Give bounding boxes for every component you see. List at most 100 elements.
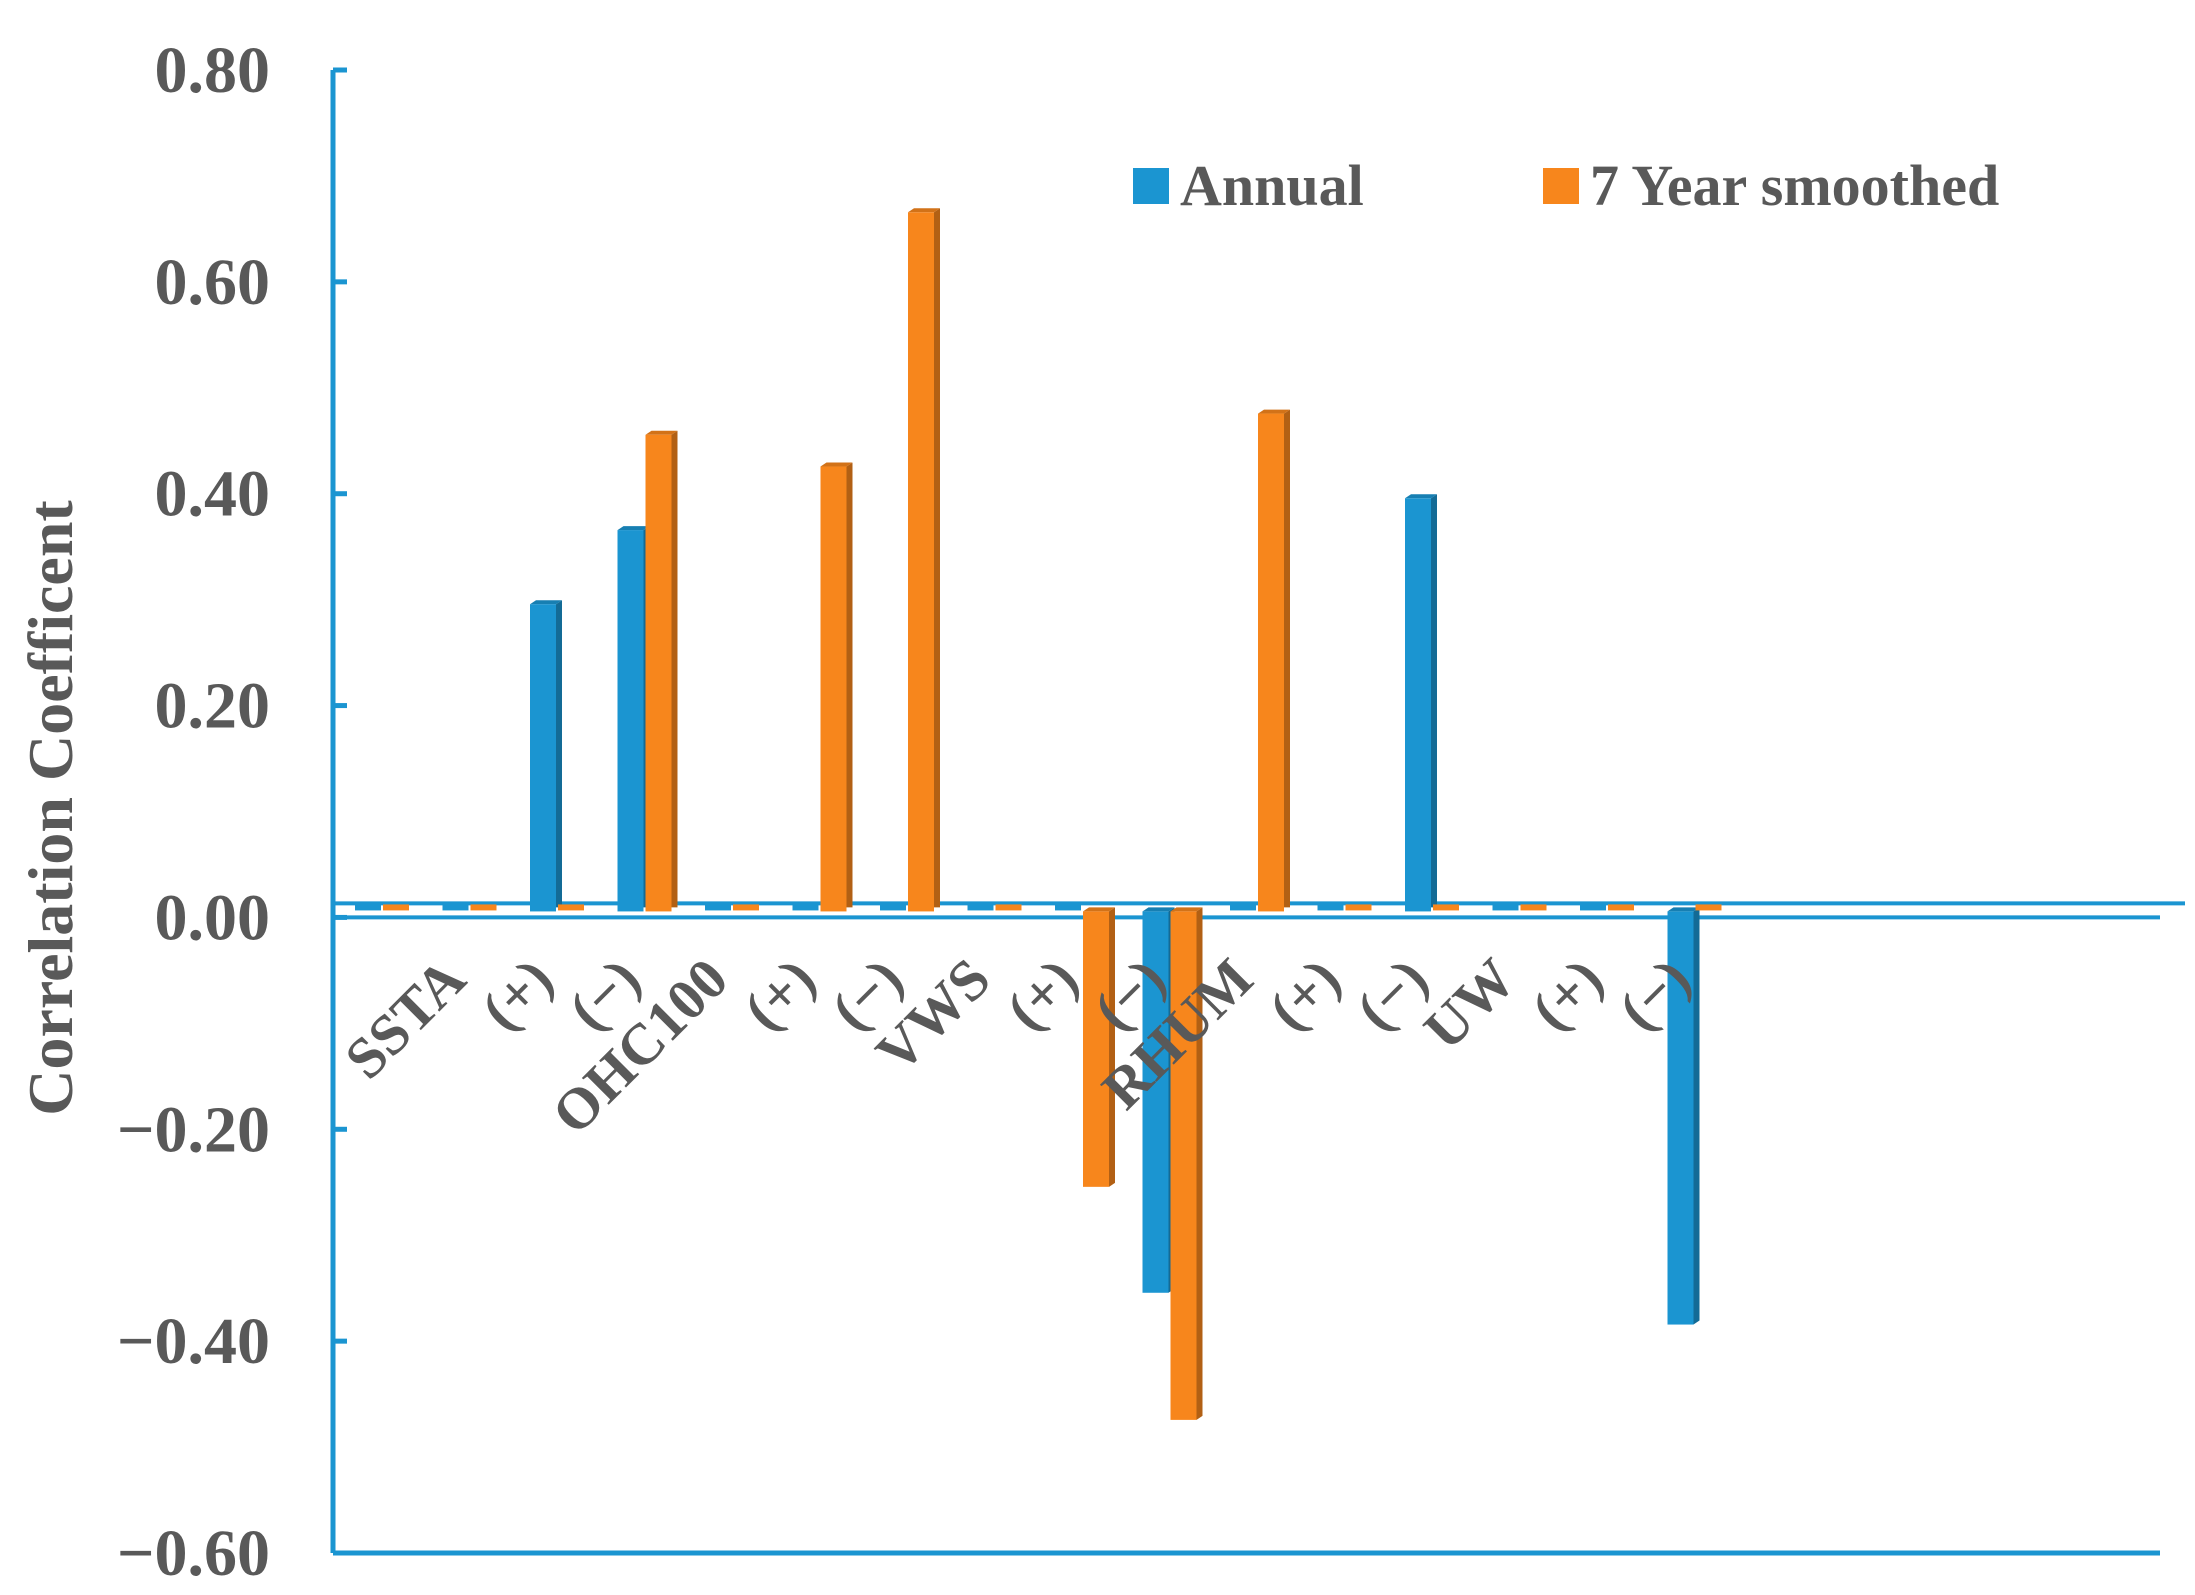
bar-smoothed: [470, 904, 497, 911]
y-tick-label: 0.80: [155, 34, 271, 107]
bar-zero-sliver: [1492, 904, 1519, 911]
bar-zero-sliver: [1230, 904, 1256, 911]
bar-annual: [1667, 907, 1700, 1325]
bar-top: [645, 430, 678, 435]
bar-annual: [1317, 904, 1344, 911]
bar-zero-sliver: [1520, 904, 1547, 911]
bar-face: [1258, 413, 1284, 912]
bar-face: [617, 530, 644, 912]
bar-top: [1170, 907, 1203, 912]
bar-smoothed: [383, 904, 409, 911]
category-label: OHC100: [539, 946, 740, 1147]
bar-face: [1667, 911, 1694, 1325]
bar-top: [530, 600, 562, 605]
bar-annual: [792, 904, 819, 911]
y-tick-label: 0.60: [155, 246, 271, 319]
bar-side: [1196, 907, 1203, 1420]
y-axis-title: Correlation Coefficent: [15, 500, 86, 1116]
bar-annual: [355, 904, 381, 911]
bar-zero-sliver: [1433, 904, 1459, 911]
bar-face: [645, 434, 672, 912]
bar-top: [1142, 907, 1175, 912]
y-tick-label: 0.00: [155, 881, 271, 954]
bar-zero-sliver: [442, 904, 469, 911]
bar-annual: [1230, 904, 1256, 911]
bar-zero-sliver: [1608, 904, 1634, 911]
bar-side: [556, 600, 562, 908]
y-tick-label: 0.20: [155, 670, 271, 743]
bar-smoothed: [733, 904, 759, 911]
bar-smoothed: [1083, 907, 1115, 1187]
bar-zero-sliver: [733, 904, 759, 911]
bar-smoothed: [1520, 904, 1547, 911]
bar-smoothed: [1433, 904, 1459, 911]
bar-side: [1693, 907, 1700, 1325]
legend: Annual 7 Year smoothed: [1133, 153, 1999, 218]
bar-annual: [880, 904, 906, 911]
bar-zero-sliver: [1695, 904, 1722, 911]
bar-face: [1405, 498, 1431, 912]
bar-smoothed: [1608, 904, 1634, 911]
category-label: SSTA: [332, 946, 478, 1092]
bars: [355, 208, 1722, 1420]
bar-top: [1405, 494, 1437, 499]
bar-side: [1284, 409, 1290, 908]
y-tick-label: −0.20: [117, 1093, 270, 1166]
category-label: (+): [1256, 946, 1353, 1043]
bar-annual: [1580, 904, 1606, 911]
y-tick-labels: 0.80 0.60 0.40 0.20 0.00 −0.20 −0.40 −0.60: [117, 34, 270, 1590]
legend-label-annual: Annual: [1180, 153, 1364, 218]
bar-side: [846, 462, 853, 908]
y-tick-label: 0.40: [155, 458, 271, 531]
bar-smoothed: [1170, 907, 1203, 1420]
bar-face: [1083, 911, 1109, 1187]
bar-smoothed: [1695, 904, 1722, 911]
bar-top: [1258, 409, 1290, 414]
bar-annual: [530, 600, 562, 912]
bar-annual: [1492, 904, 1519, 911]
y-axis: [330, 67, 2160, 1556]
bar-face: [820, 466, 847, 912]
category-label: (+): [994, 946, 1091, 1043]
bar-zero-sliver: [1580, 904, 1606, 911]
bar-annual: [617, 526, 650, 912]
category-labels: SSTA(+)(−)OHC100(+)(−)VWS(+)(−)RHUM(+)(−…: [332, 946, 1703, 1147]
bar-top: [1667, 907, 1700, 912]
bar-zero-sliver: [995, 904, 1022, 911]
bar-zero-sliver: [558, 904, 584, 911]
legend-swatch-annual: [1133, 168, 1169, 204]
bar-zero-sliver: [967, 904, 994, 911]
y-tick-label: −0.60: [117, 1517, 270, 1590]
bar-zero-sliver: [1345, 904, 1372, 911]
bar-zero-sliver: [355, 904, 381, 911]
bar-annual: [442, 904, 469, 911]
bar-side: [1431, 494, 1437, 908]
bar-face: [908, 212, 934, 912]
bar-zero-sliver: [1317, 904, 1344, 911]
bar-zero-sliver: [1055, 904, 1081, 911]
category-label: (+): [469, 946, 566, 1043]
bar-smoothed: [558, 904, 584, 911]
bar-smoothed: [995, 904, 1022, 911]
bar-zero-sliver: [383, 904, 409, 911]
bar-top: [820, 462, 853, 467]
bar-annual: [705, 904, 731, 911]
bar-zero-sliver: [705, 904, 731, 911]
bar-smoothed: [1345, 904, 1372, 911]
bar-side: [671, 430, 678, 908]
category-label: UW: [1411, 946, 1528, 1063]
bar-smoothed: [645, 430, 678, 912]
bar-top: [617, 526, 650, 531]
bar-annual: [1405, 494, 1437, 912]
category-label: (+): [731, 946, 828, 1043]
bar-side: [1109, 907, 1115, 1187]
bar-zero-sliver: [470, 904, 497, 911]
bar-annual: [1055, 904, 1081, 911]
bar-smoothed: [820, 462, 853, 912]
y-tick-label: −0.40: [117, 1305, 270, 1378]
bar-smoothed: [1258, 409, 1290, 912]
legend-label-7-year-smoothed: 7 Year smoothed: [1590, 153, 1999, 218]
bar-top: [1083, 907, 1115, 912]
bar-annual: [967, 904, 994, 911]
category-label: (+): [1519, 946, 1616, 1043]
